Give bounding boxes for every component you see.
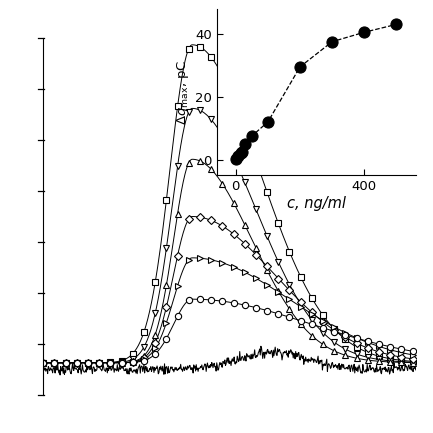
Y-axis label: $\Delta q_{\mathrm{max}}$, pC: $\Delta q_{\mathrm{max}}$, pC bbox=[174, 59, 191, 125]
X-axis label: c, ng/ml: c, ng/ml bbox=[287, 196, 346, 211]
